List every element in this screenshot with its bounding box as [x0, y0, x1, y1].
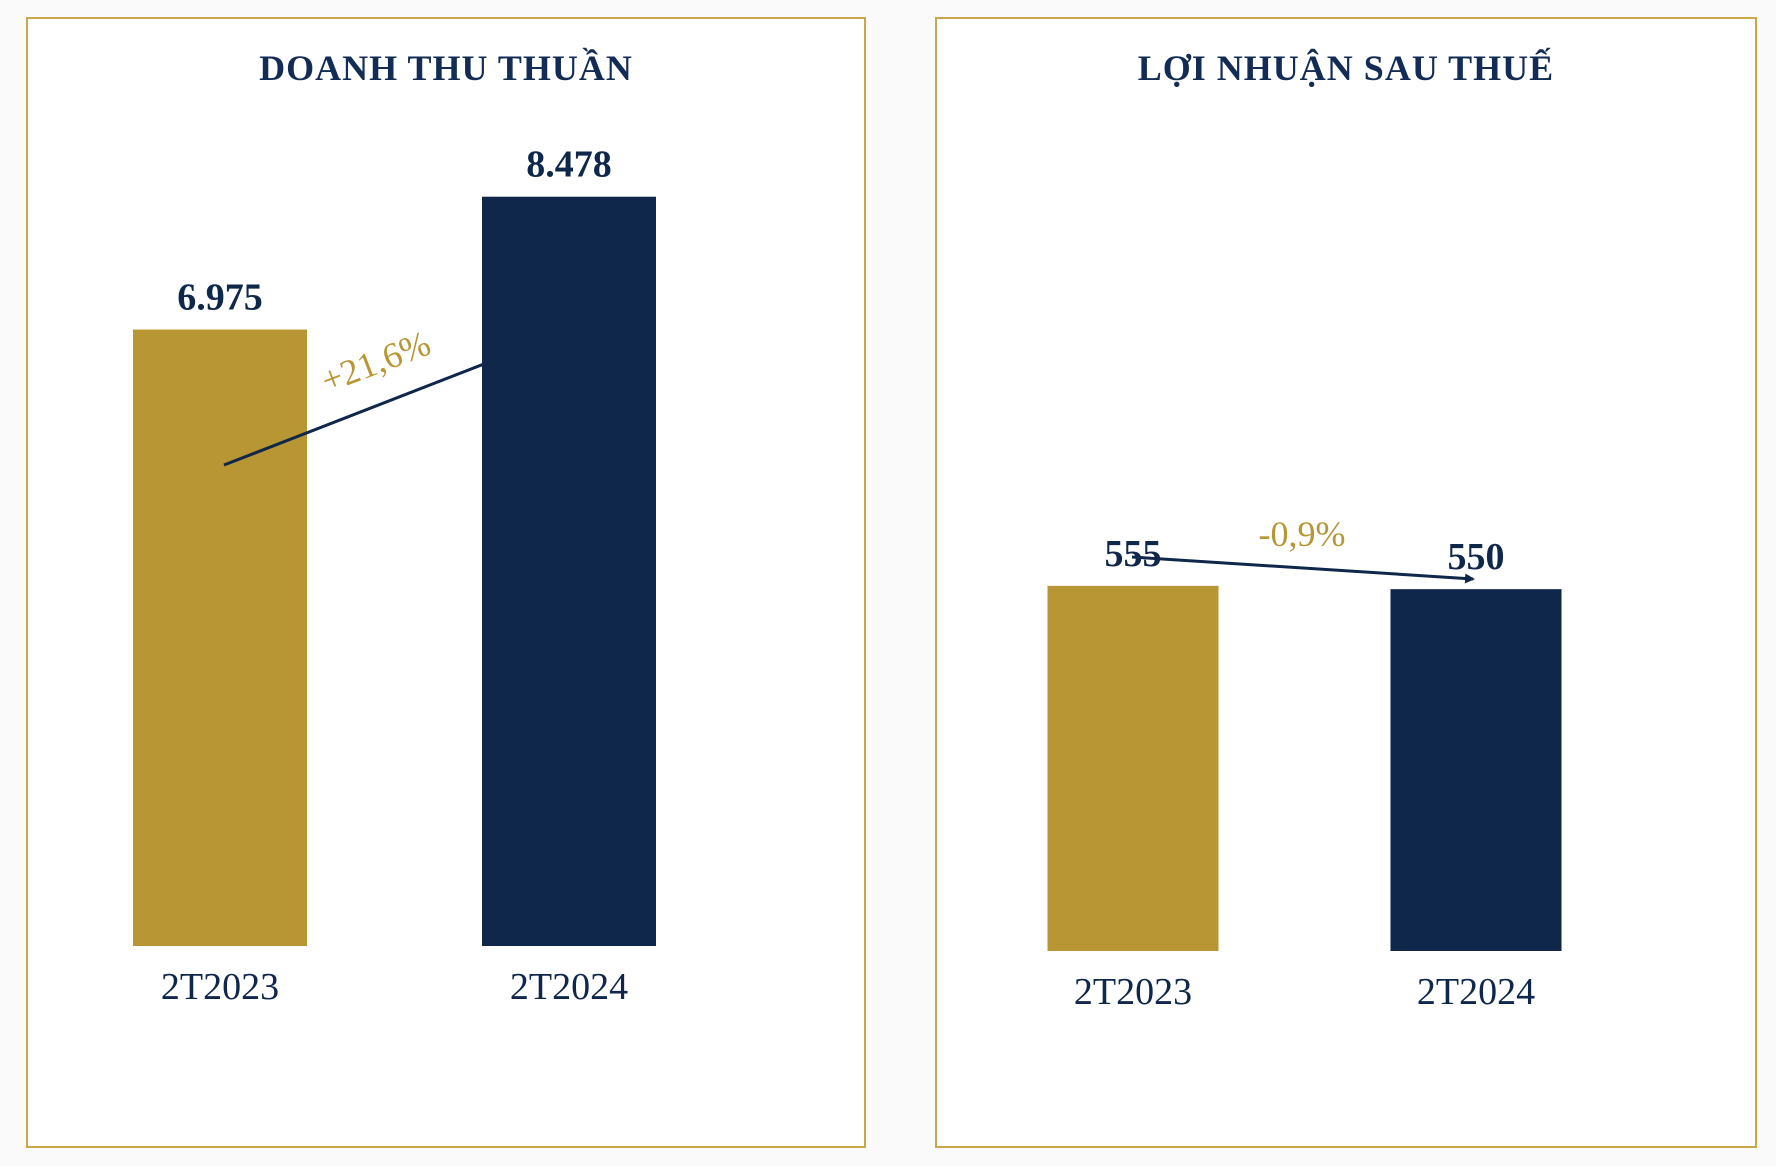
- category-label: 2T2023: [161, 966, 279, 1008]
- profit-chart: 555 2T2023 550 2T2024 -0,9%: [1047, 514, 1562, 1013]
- category-label: 2T2024: [510, 966, 628, 1008]
- bar-2t2023: [1047, 585, 1219, 951]
- value-label: 6.975: [177, 277, 263, 319]
- value-label: 550: [1448, 536, 1505, 578]
- category-label: 2T2023: [1074, 971, 1192, 1013]
- category-label: 2T2024: [1417, 971, 1535, 1013]
- profit-chart-title: LỢI NHUẬN SAU THUẾ: [1137, 48, 1555, 88]
- value-label: 555: [1105, 533, 1162, 575]
- change-label: -0,9%: [1259, 514, 1346, 554]
- profit-chart-panel: LỢI NHUẬN SAU THUẾ 555 2T2023 550 2T2024 -0,…: [935, 17, 1757, 1148]
- trend-arrow: [1131, 555, 1475, 584]
- revenue-chart-panel: DOANH THU THUẦN 6.975 2T2023 8.478 2T2024 +2…: [26, 17, 866, 1148]
- bar-2t2024: [1390, 589, 1562, 951]
- trend-arrow: [223, 327, 576, 467]
- bar-2t2024: [482, 196, 656, 946]
- value-label: 8.478: [526, 144, 612, 186]
- revenue-chart-title: DOANH THU THUẦN: [259, 48, 633, 88]
- bar-2t2023: [133, 329, 307, 946]
